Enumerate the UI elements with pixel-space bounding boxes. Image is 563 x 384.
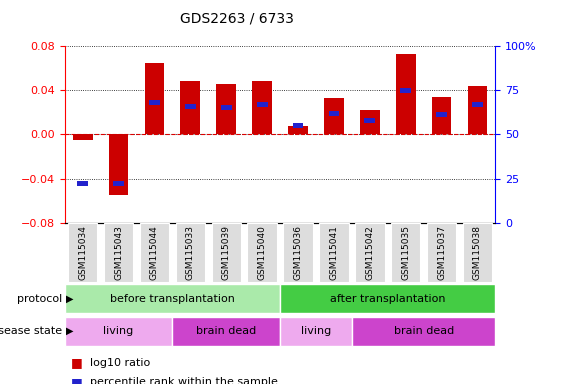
Text: log10 ratio: log10 ratio	[90, 358, 150, 368]
Text: protocol: protocol	[17, 293, 62, 304]
Bar	[185, 104, 196, 109]
Bar	[221, 106, 232, 110]
Text: GSM115038: GSM115038	[473, 225, 482, 280]
Text: living: living	[104, 326, 133, 336]
Text: GSM115040: GSM115040	[258, 225, 267, 280]
Bar	[181, 81, 200, 134]
Bar	[288, 126, 308, 134]
Text: GSM115037: GSM115037	[437, 225, 446, 280]
Text: ▶: ▶	[66, 326, 73, 336]
FancyBboxPatch shape	[140, 223, 169, 282]
Bar	[216, 84, 236, 134]
Bar	[145, 63, 164, 134]
Text: after transplantation: after transplantation	[330, 293, 445, 304]
FancyBboxPatch shape	[65, 316, 172, 346]
Text: brain dead: brain dead	[196, 326, 256, 336]
Text: before transplantation: before transplantation	[110, 293, 235, 304]
Bar	[468, 86, 488, 134]
Text: brain dead: brain dead	[394, 326, 454, 336]
Text: disease state: disease state	[0, 326, 62, 336]
FancyBboxPatch shape	[172, 316, 280, 346]
FancyBboxPatch shape	[247, 223, 277, 282]
Text: GDS2263 / 6733: GDS2263 / 6733	[180, 12, 293, 25]
FancyBboxPatch shape	[352, 316, 495, 346]
Bar	[73, 134, 92, 140]
Text: living: living	[301, 326, 331, 336]
Text: GSM115036: GSM115036	[293, 225, 302, 280]
FancyBboxPatch shape	[319, 223, 348, 282]
Bar	[360, 110, 379, 134]
Text: GSM115044: GSM115044	[150, 225, 159, 280]
Bar	[293, 123, 303, 128]
FancyBboxPatch shape	[463, 223, 492, 282]
Bar	[472, 102, 483, 107]
FancyBboxPatch shape	[391, 223, 421, 282]
FancyBboxPatch shape	[283, 223, 313, 282]
Bar	[252, 81, 272, 134]
Bar	[113, 181, 124, 186]
Text: GSM115039: GSM115039	[222, 225, 231, 280]
Bar	[149, 100, 160, 105]
Text: GSM115035: GSM115035	[401, 225, 410, 280]
Text: ▶: ▶	[66, 293, 73, 304]
Bar	[400, 88, 411, 93]
FancyBboxPatch shape	[355, 223, 385, 282]
Bar	[436, 113, 447, 118]
Text: ■: ■	[70, 376, 82, 384]
FancyBboxPatch shape	[65, 284, 280, 313]
FancyBboxPatch shape	[280, 284, 495, 313]
Bar	[432, 97, 452, 134]
FancyBboxPatch shape	[68, 223, 97, 282]
FancyBboxPatch shape	[280, 316, 352, 346]
Text: GSM115042: GSM115042	[365, 225, 374, 280]
Text: percentile rank within the sample: percentile rank within the sample	[90, 377, 278, 384]
Text: GSM115041: GSM115041	[329, 225, 338, 280]
Text: GSM115043: GSM115043	[114, 225, 123, 280]
FancyBboxPatch shape	[104, 223, 133, 282]
Bar	[77, 181, 88, 186]
FancyBboxPatch shape	[212, 223, 241, 282]
Bar	[257, 102, 267, 107]
Text: GSM115033: GSM115033	[186, 225, 195, 280]
FancyBboxPatch shape	[176, 223, 205, 282]
Bar	[396, 54, 415, 134]
Bar	[324, 98, 344, 134]
FancyBboxPatch shape	[427, 223, 457, 282]
Text: GSM115034: GSM115034	[78, 225, 87, 280]
Bar	[364, 118, 376, 123]
Bar	[328, 111, 339, 116]
Bar	[109, 134, 128, 195]
Text: ■: ■	[70, 356, 82, 369]
